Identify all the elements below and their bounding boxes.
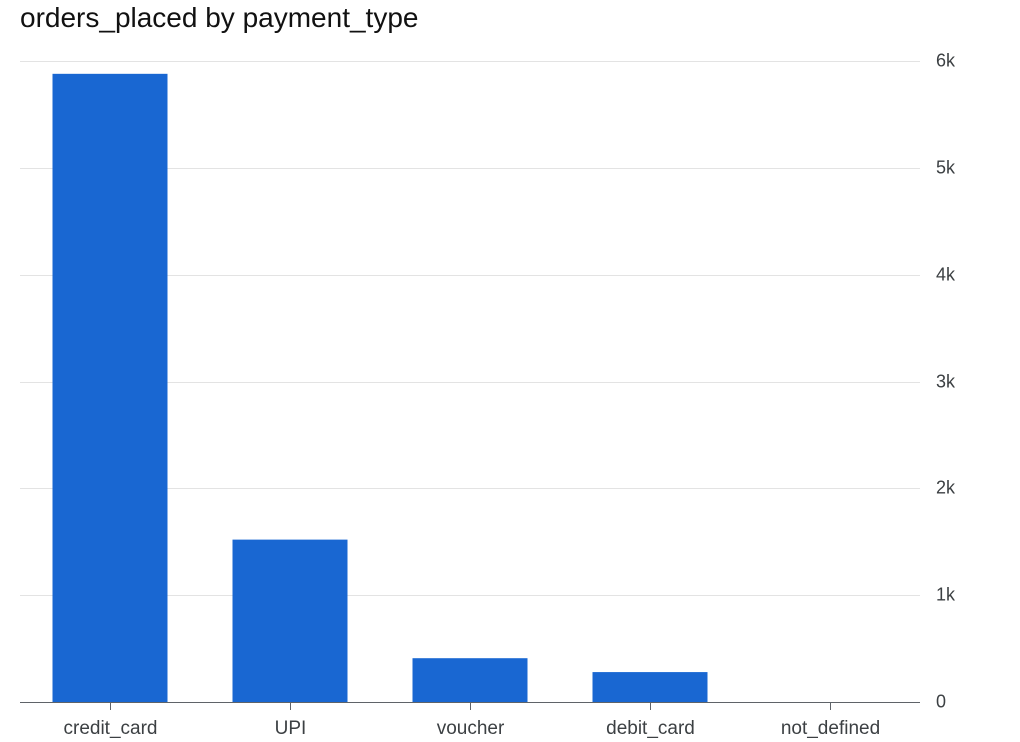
y-tick-label: 0	[936, 691, 946, 711]
y-tick-label: 1k	[936, 584, 956, 604]
bar-voucher	[412, 658, 528, 702]
chart-title: orders_placed by payment_type	[20, 2, 419, 33]
x-tick-label: not_defined	[781, 718, 880, 739]
x-tick-label: UPI	[275, 718, 307, 739]
x-tick-label: debit_card	[606, 718, 695, 739]
y-tick-label: 6k	[936, 50, 956, 70]
y-tick-label: 3k	[936, 371, 956, 391]
bar-upi	[232, 539, 348, 702]
bar-debit_card	[592, 672, 708, 702]
x-tick-label: voucher	[437, 718, 505, 739]
x-tick-label: credit_card	[64, 718, 158, 739]
bar-credit_card	[52, 73, 168, 702]
axes: 0 1k 2k 3k 4k 5k 6k credit_card UPI voucher debit_…	[20, 50, 956, 739]
y-tick-label: 4k	[936, 264, 956, 284]
bars	[52, 73, 708, 702]
y-tick-label: 5k	[936, 157, 956, 177]
grid	[20, 61, 920, 596]
y-tick-label: 2k	[936, 477, 956, 497]
